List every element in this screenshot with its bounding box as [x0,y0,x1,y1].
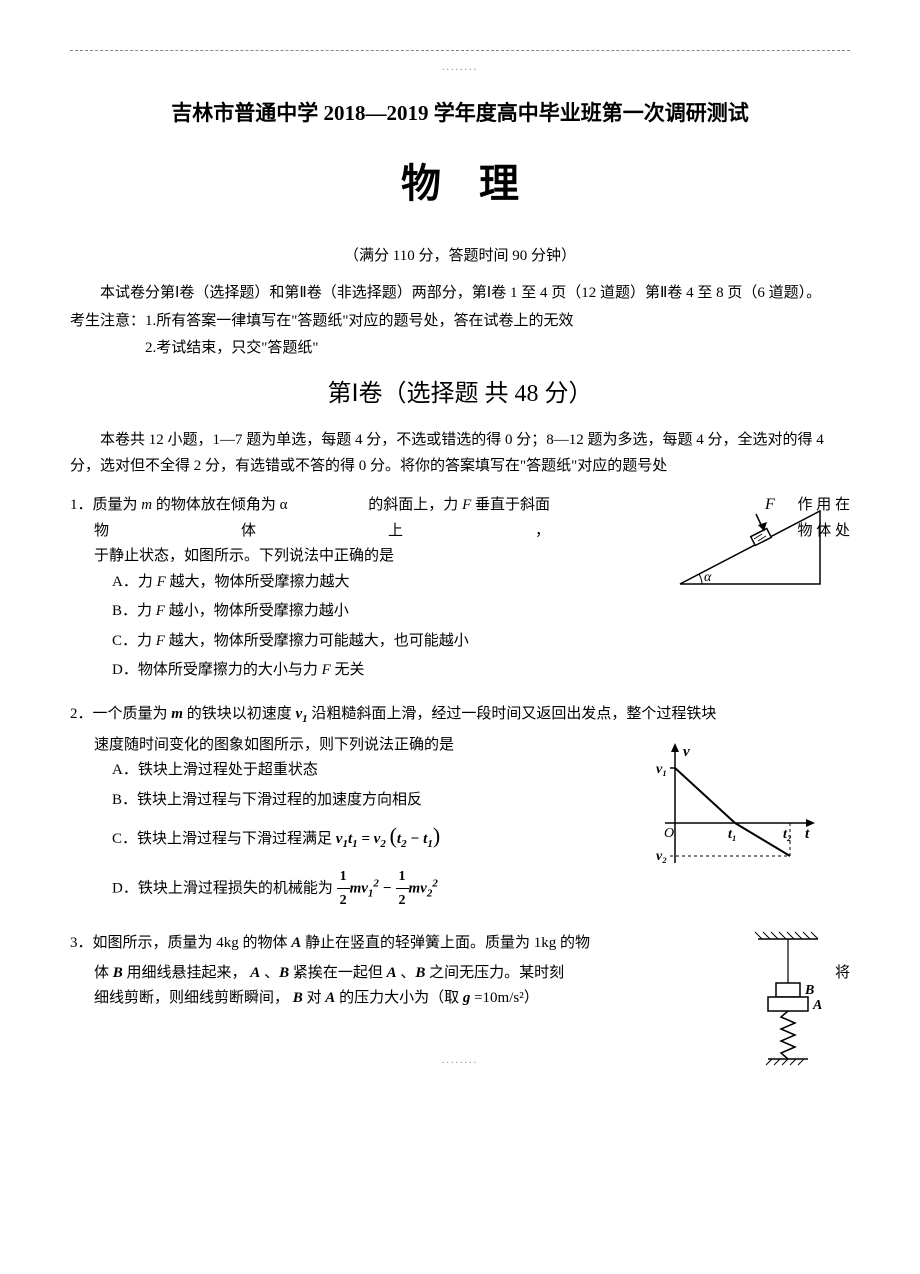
q2-optd-text: D．铁块上滑过程损失的机械能为 [112,880,333,896]
svg-text:v: v [683,744,690,760]
label-F: F [764,496,775,513]
q2-text: 的铁块以初速度 [187,706,292,722]
q1-figure: F α [670,489,830,609]
svg-text:t₁: t₁ [728,827,737,842]
section-1-desc: 本卷共 12 小题，1—7 题为单选，每题 4 分，不选或错选的得 0 分；8—… [70,428,850,479]
svg-text:O: O [664,826,674,841]
q3-stem-line2: 体 B 用细线悬挂起来， A 、B 紧挨在一起但 A 、B 之间无压力。某时刻 … [70,961,850,987]
fraction-half: 12 [337,865,350,914]
svg-text:v₂: v₂ [656,849,667,864]
q3-text: 、 [400,965,415,981]
q3-text: 、 [264,965,279,981]
q1-text: 的斜面上，力 [368,497,458,513]
q1-text: 上 [388,519,403,545]
q3-text: 体 [94,965,109,981]
fraction-half: 12 [396,865,409,914]
question-3: 3．如图所示，质量为 4kg 的物体 A 静止在竖直的轻弹簧上面。质量为 1kg… [70,931,850,1012]
subject-title: 物理 [70,150,850,218]
intro-paragraph: 本试卷分第Ⅰ卷（选择题）和第Ⅱ卷（非选择题）两部分，第Ⅰ卷 1 至 4 页（12… [70,281,850,307]
q2-stem-line1: 2．一个质量为 m 的铁块以初速度 v1 沿粗糙斜面上滑，经过一段时间又返回出发… [70,702,850,729]
svg-text:t₂: t₂ [783,827,792,842]
svg-text:t: t [805,826,810,842]
q2-number: 2． [70,706,93,722]
svg-text:B: B [804,983,814,998]
question-2: 2．一个质量为 m 的铁块以初速度 v1 沿粗糙斜面上滑，经过一段时间又返回出发… [70,702,850,913]
label-alpha: α [704,570,712,585]
score-info: （满分 110 分，答题时间 90 分钟） [70,244,850,270]
q3-text: 用细线悬挂起来， [127,965,247,981]
q3-number: 3． [70,935,93,951]
q2-optc-text: C．铁块上滑过程与下滑过程满足 [112,831,336,847]
q3-text: 之间无压力。某时刻 [429,965,564,981]
q3-stem-line1: 3．如图所示，质量为 4kg 的物体 A 静止在竖直的轻弹簧上面。质量为 1kg… [70,931,850,957]
svg-text:A: A [812,998,822,1013]
q1-text: ， [535,519,550,545]
var-F: F [462,497,471,513]
notice-label: 考生注意： [70,313,145,329]
q1-text: 垂直于斜面 [475,497,550,513]
q1-number: 1． [70,497,93,513]
q1-text: 的物体放在倾角为 α [156,497,288,513]
q1-option-d: D．物体所受摩擦力的大小与力 F 无关 [112,658,850,684]
q2-text: 一个质量为 [93,706,168,722]
top-dashed-line [70,50,850,51]
exam-title: 吉林市普通中学 2018—2019 学年度高中毕业班第一次调研测试 [70,96,850,132]
q3-figure: B A [740,927,840,1077]
section-1-title: 第Ⅰ卷（选择题 共 48 分） [70,374,850,415]
notice-line-1: 考生注意：1.所有答案一律填写在"答题纸"对应的题号处，答在试卷上的无效 [70,309,850,335]
q1-text: 体 [241,519,256,545]
notice-1: 1.所有答案一律填写在"答题纸"对应的题号处，答在试卷上的无效 [145,313,574,329]
q1-text: 物 [94,519,109,545]
q3-text: 的压力大小为（取 [339,990,459,1006]
q2-text: 沿粗糙斜面上滑，经过一段时间又返回出发点，整个过程铁块 [311,706,716,722]
q3-text: 如图所示，质量为 4kg 的物体 [93,935,288,951]
q3-text: 紧挨在一起但 [293,965,383,981]
q1-text: 质量为 [93,497,138,513]
q3-text: =10m/s²） [474,990,539,1006]
q3-stem-line3: 细线剪断，则细线剪断瞬间， B 对 A 的压力大小为（取 g =10m/s²） [70,986,850,1012]
q3-text: 对 [307,990,322,1006]
q3-text: 细线剪断，则细线剪断瞬间， [94,990,289,1006]
notice-line-2: 2.考试结束，只交"答题纸" [70,336,850,362]
q2-figure: v t v₁ v₂ O t₁ t₂ [650,738,820,888]
top-dots: ........ [70,59,850,76]
footer-dots: ........ [70,1052,850,1069]
svg-text:v₁: v₁ [656,762,667,777]
q3-text: 静止在竖直的轻弹簧上面。质量为 1kg 的物 [305,935,590,951]
var-m: m [141,497,152,513]
q1-option-c: C．力 F 越大，物体所受摩擦力可能越大，也可能越小 [112,629,850,655]
question-1: 1．质量为 m 的物体放在倾角为 α 的斜面上，力 F 垂直于斜面 作 用 在 … [70,493,850,684]
